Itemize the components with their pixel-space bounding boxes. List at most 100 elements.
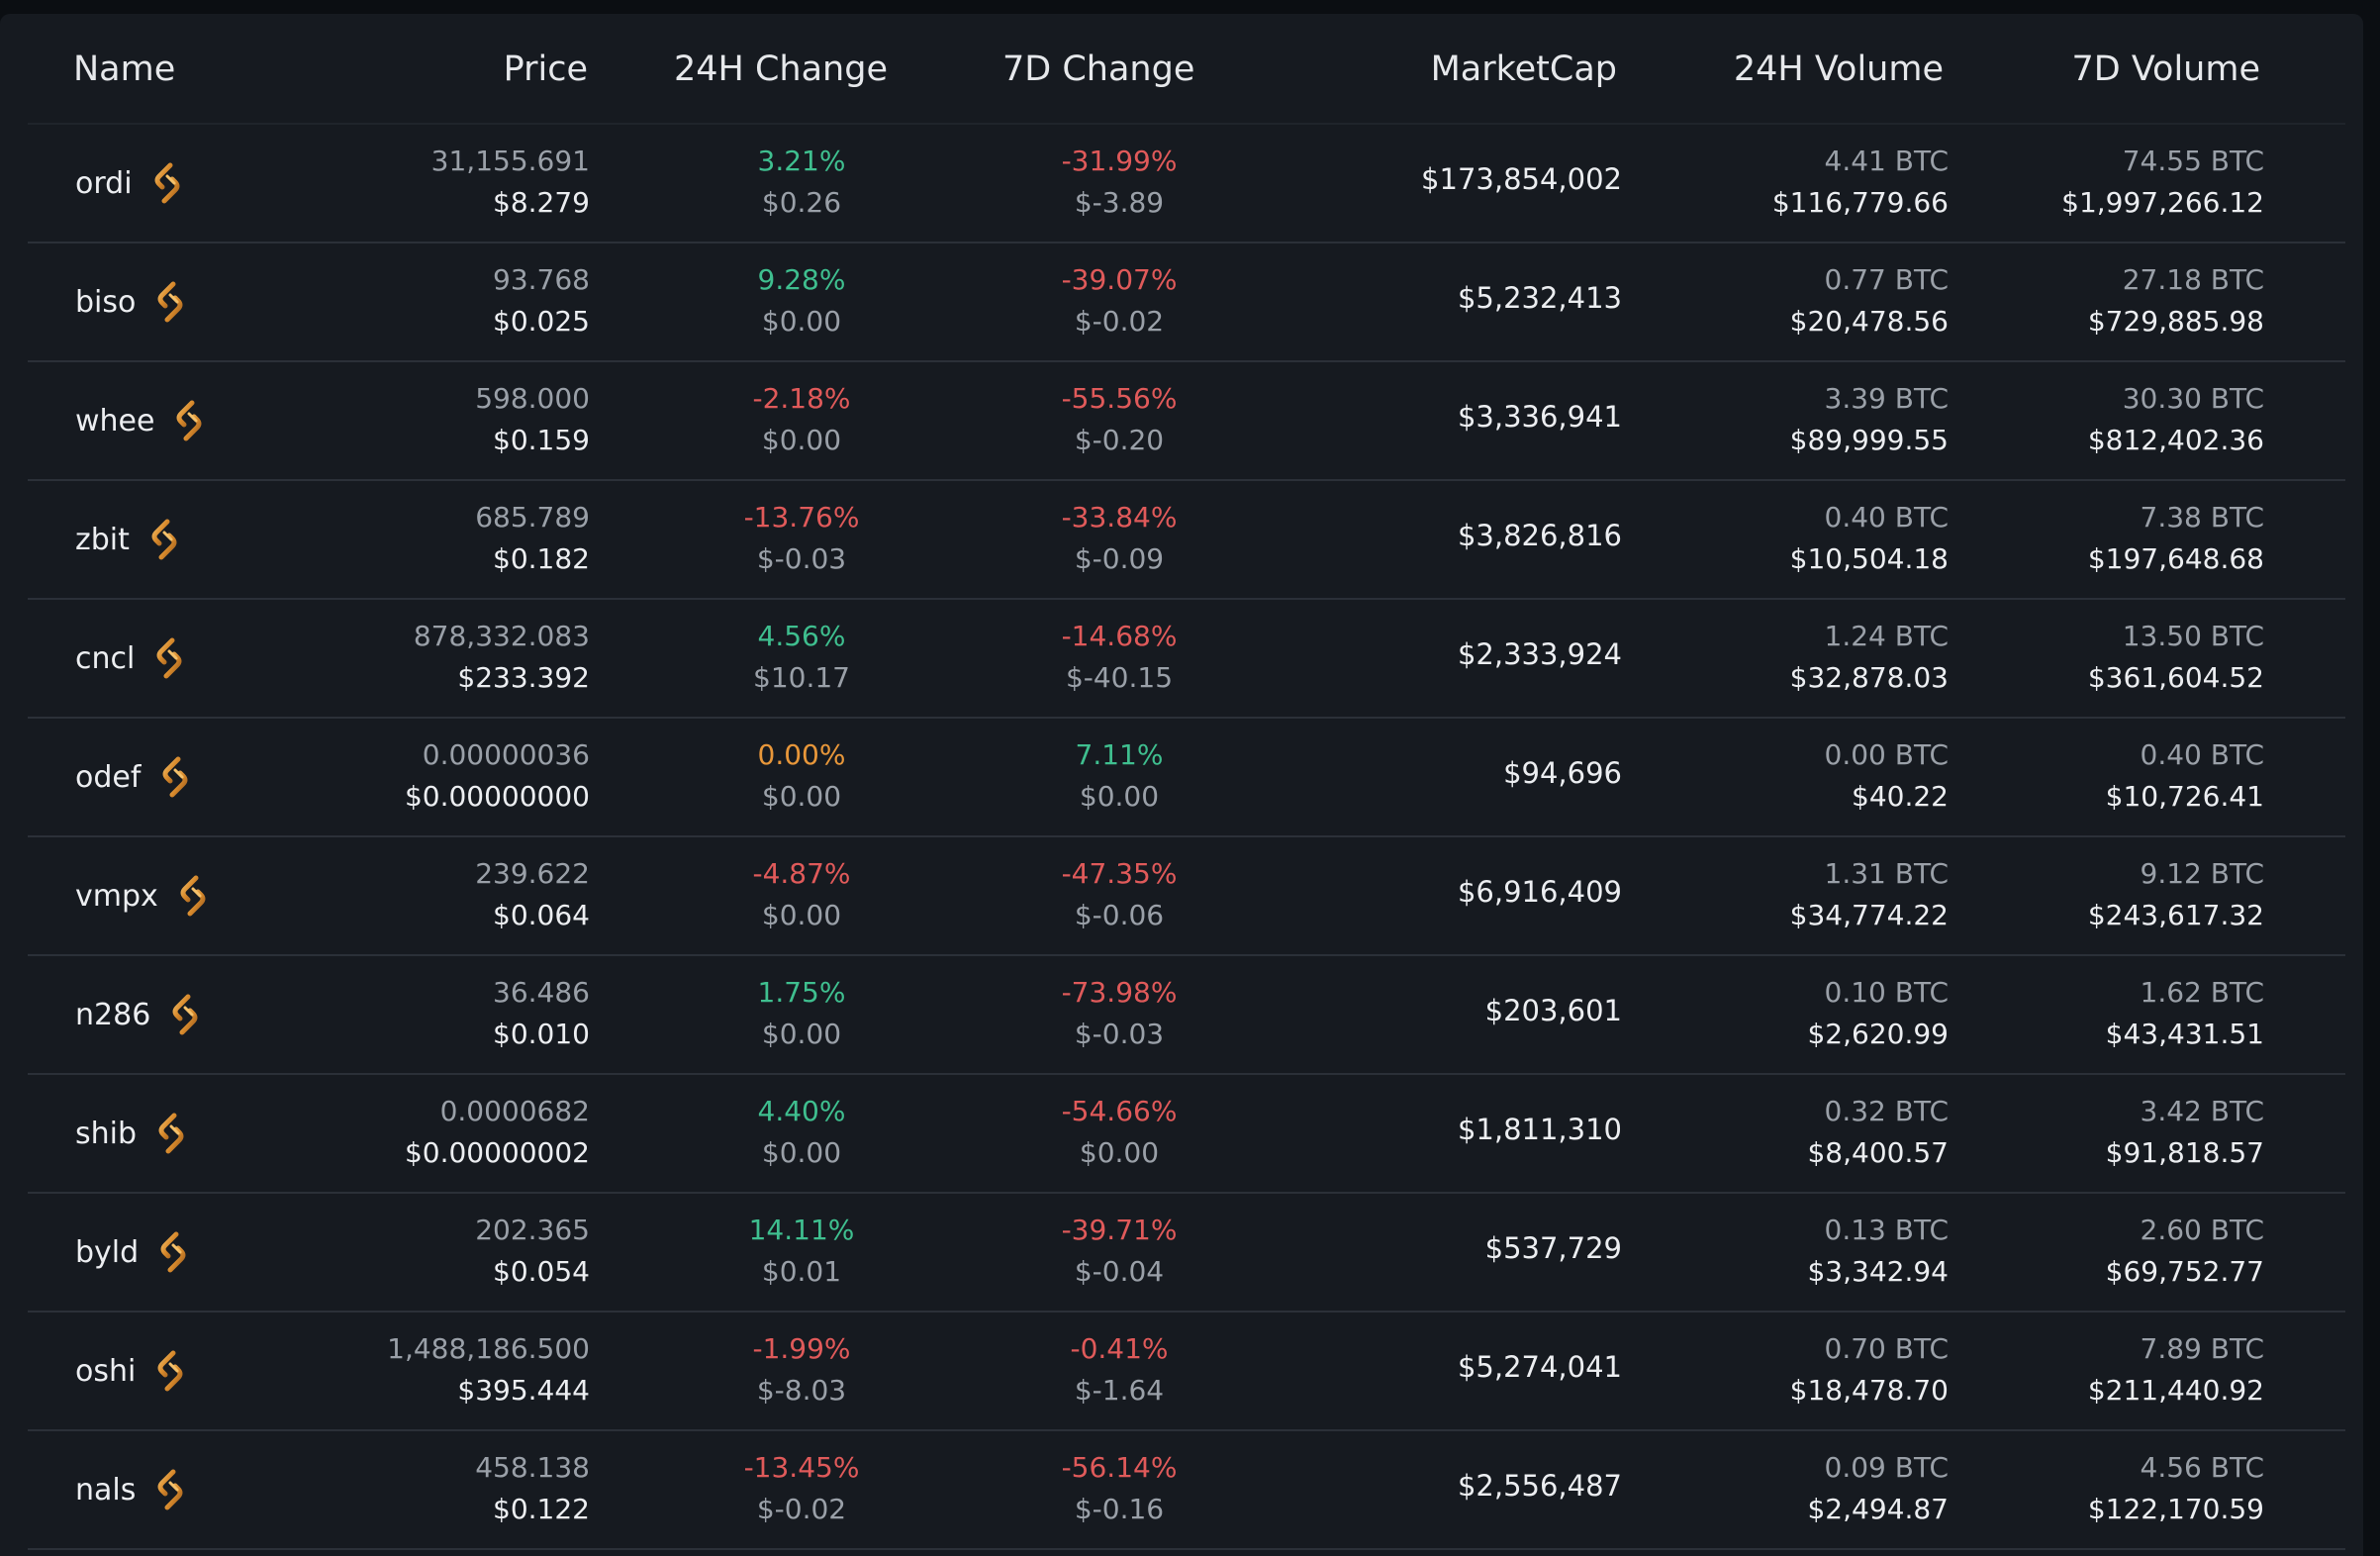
token-name-cell[interactable]: shib	[75, 1075, 190, 1192]
table-body: ordi 31,155.691 $8.279 3.21% $0.26 -31.9…	[28, 125, 2345, 1550]
change-7d-cell: -54.66% $0.00	[1020, 1075, 1218, 1192]
price-sats: 878,332.083	[413, 620, 590, 652]
token-name-cell[interactable]: cncl	[75, 600, 188, 717]
token-name[interactable]: byld	[75, 1234, 140, 1270]
token-name[interactable]: vmpx	[75, 878, 158, 914]
token-name-cell[interactable]: byld	[75, 1194, 192, 1311]
table-row[interactable]: n286 36.486 $0.010 1.75% $0.00 -73.98% $…	[28, 956, 2345, 1075]
chain-link-icon	[162, 756, 188, 798]
price-usd: $0.159	[493, 424, 590, 456]
token-name[interactable]: odef	[75, 759, 142, 795]
change-7d-cell: -73.98% $-0.03	[1020, 956, 1218, 1073]
table-row[interactable]: cncl 878,332.083 $233.392 4.56% $10.17 -…	[28, 600, 2345, 719]
header-name[interactable]: Name	[73, 49, 176, 89]
change-7d-percent: -73.98%	[1061, 976, 1178, 1009]
change-24h-cell: -1.99% $-8.03	[703, 1313, 901, 1429]
header-24h-change[interactable]: 24H Change	[674, 49, 888, 89]
marketcap-cell: $173,854,002	[1226, 125, 1622, 242]
change-24h-cell: -13.76% $-0.03	[703, 481, 901, 598]
marketcap-cell: $5,232,413	[1226, 243, 1622, 360]
token-name[interactable]: shib	[75, 1116, 138, 1151]
change-7d-percent: -0.41%	[1070, 1332, 1169, 1365]
table-row[interactable]: zbit 685.789 $0.182 -13.76% $-0.03 -33.8…	[28, 481, 2345, 600]
table-row[interactable]: nals 458.138 $0.122 -13.45% $-0.02 -56.1…	[28, 1431, 2345, 1550]
change-7d-cell: -47.35% $-0.06	[1020, 837, 1218, 954]
volume-7d-usd: $243,617.32	[2087, 899, 2264, 931]
change-7d-usd: $-0.02	[1074, 305, 1165, 338]
price-sats: 202.365	[475, 1214, 590, 1246]
change-7d-percent: -31.99%	[1061, 145, 1178, 177]
volume-7d-usd: $10,726.41	[2105, 780, 2264, 813]
token-name-cell[interactable]: nals	[75, 1431, 189, 1548]
token-name[interactable]: cncl	[75, 640, 136, 676]
volume-24h-btc: 1.24 BTC	[1824, 620, 1949, 652]
table-row[interactable]: biso 93.768 $0.025 9.28% $0.00 -39.07% $…	[28, 243, 2345, 362]
table-row[interactable]: oshi 1,488,186.500 $395.444 -1.99% $-8.0…	[28, 1313, 2345, 1431]
change-7d-percent: -39.07%	[1061, 263, 1178, 296]
volume-24h-usd: $2,620.99	[1807, 1018, 1949, 1050]
table-row[interactable]: vmpx 239.622 $0.064 -4.87% $0.00 -47.35%…	[28, 837, 2345, 956]
change-24h-percent: 4.40%	[757, 1095, 846, 1127]
token-name[interactable]: ordi	[75, 165, 133, 201]
volume-24h-usd: $18,478.70	[1789, 1374, 1949, 1407]
token-name[interactable]: n286	[75, 997, 151, 1032]
marketcap-value: $2,556,487	[1457, 1469, 1622, 1503]
table-row[interactable]: whee 598.000 $0.159 -2.18% $0.00 -55.56%…	[28, 362, 2345, 481]
change-7d-percent: -33.84%	[1061, 501, 1178, 534]
volume-7d-btc: 27.18 BTC	[2122, 263, 2264, 296]
change-24h-percent: 4.56%	[757, 620, 846, 652]
price-sats: 458.138	[475, 1451, 590, 1484]
marketcap-value: $6,916,409	[1457, 875, 1622, 909]
change-7d-usd: $-0.09	[1074, 542, 1165, 575]
volume-7d-btc: 1.62 BTC	[2140, 976, 2264, 1009]
header-7d-volume[interactable]: 7D Volume	[2071, 49, 2260, 89]
change-24h-cell: 1.75% $0.00	[703, 956, 901, 1073]
change-24h-cell: 14.11% $0.01	[703, 1194, 901, 1311]
change-24h-percent: -13.76%	[743, 501, 860, 534]
token-name-cell[interactable]: biso	[75, 243, 189, 360]
token-name-cell[interactable]: n286	[75, 956, 204, 1073]
table-row[interactable]: ordi 31,155.691 $8.279 3.21% $0.26 -31.9…	[28, 125, 2345, 243]
header-marketcap[interactable]: MarketCap	[1430, 49, 1617, 89]
table-row[interactable]: shib 0.0000682 $0.00000002 4.40% $0.00 -…	[28, 1075, 2345, 1194]
table-row[interactable]: odef 0.00000036 $0.00000000 0.00% $0.00 …	[28, 719, 2345, 837]
volume-24h-btc: 3.39 BTC	[1824, 382, 1949, 415]
volume-24h-btc: 0.77 BTC	[1824, 263, 1949, 296]
volume-24h-usd: $10,504.18	[1789, 542, 1949, 575]
volume-24h-btc: 0.10 BTC	[1824, 976, 1949, 1009]
token-name-cell[interactable]: whee	[75, 362, 208, 479]
price-usd: $0.00000002	[404, 1136, 590, 1169]
change-7d-usd: $0.00	[1079, 780, 1160, 813]
token-name-cell[interactable]: oshi	[75, 1313, 189, 1429]
token-name[interactable]: nals	[75, 1472, 137, 1507]
volume-7d-btc: 2.60 BTC	[2140, 1214, 2264, 1246]
volume-24h-usd: $3,342.94	[1807, 1255, 1949, 1288]
token-name[interactable]: zbit	[75, 522, 130, 557]
token-name-cell[interactable]: zbit	[75, 481, 183, 598]
table-row[interactable]: byld 202.365 $0.054 14.11% $0.01 -39.71%…	[28, 1194, 2345, 1313]
price-sats: 598.000	[475, 382, 590, 415]
volume-24h-usd: $40.22	[1852, 780, 1949, 813]
chain-link-icon	[157, 281, 183, 323]
table-header: Name Price 24H Change 7D Change MarketCa…	[28, 14, 2345, 125]
token-name-cell[interactable]: vmpx	[75, 837, 212, 954]
header-24h-volume[interactable]: 24H Volume	[1733, 49, 1944, 89]
price-usd: $0.122	[493, 1493, 590, 1525]
volume-7d-btc: 7.38 BTC	[2140, 501, 2264, 534]
volume-24h-usd: $32,878.03	[1789, 661, 1949, 694]
change-7d-usd: $-0.06	[1074, 899, 1165, 931]
header-price[interactable]: Price	[503, 49, 588, 89]
header-7d-change[interactable]: 7D Change	[1002, 49, 1195, 89]
token-name[interactable]: oshi	[75, 1353, 137, 1389]
token-name-cell[interactable]: odef	[75, 719, 194, 835]
price-usd: $8.279	[493, 186, 590, 219]
token-name[interactable]: biso	[75, 284, 137, 320]
change-24h-cell: -13.45% $-0.02	[703, 1431, 901, 1548]
change-7d-percent: 7.11%	[1075, 738, 1164, 771]
volume-24h-usd: $8,400.57	[1807, 1136, 1949, 1169]
token-name[interactable]: whee	[75, 403, 155, 438]
volume-24h-btc: 0.00 BTC	[1824, 738, 1949, 771]
volume-24h-usd: $2,494.87	[1807, 1493, 1949, 1525]
token-name-cell[interactable]: ordi	[75, 125, 186, 242]
marketcap-cell: $2,556,487	[1226, 1431, 1622, 1548]
